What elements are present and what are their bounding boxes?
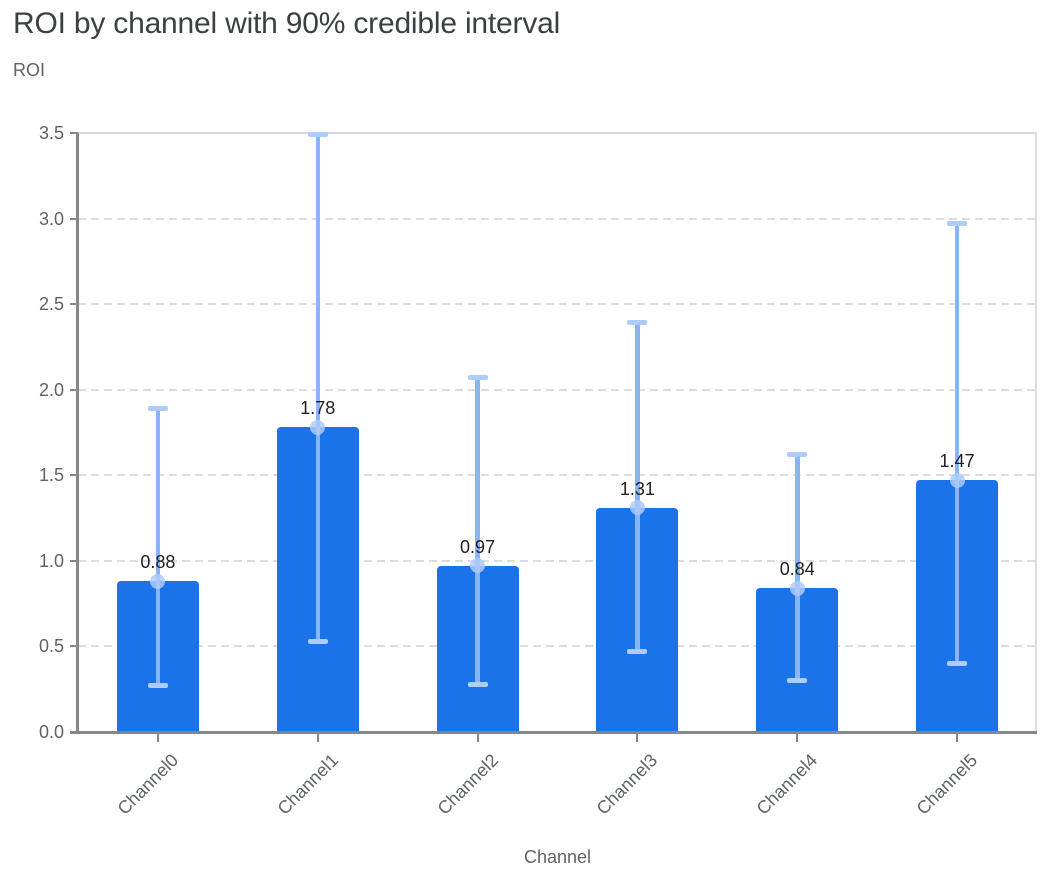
- error-bar-cap-top: [147, 406, 168, 412]
- error-bar-line: [475, 377, 480, 685]
- x-axis-title: Channel: [523, 847, 592, 867]
- error-bar-cap-top: [787, 452, 808, 458]
- plot-right-border: [1035, 133, 1037, 732]
- x-tick-mark: [156, 733, 159, 742]
- error-bar-line: [795, 454, 800, 681]
- error-bar-cap-top: [467, 375, 488, 381]
- error-bar-cap-top: [307, 132, 328, 138]
- error-bar-cap-bottom: [787, 678, 808, 684]
- y-tick-label: 0.5: [38, 636, 64, 657]
- y-tick-mark: [70, 559, 78, 562]
- y-tick-mark: [70, 645, 78, 648]
- y-tick-label: 3.5: [38, 123, 64, 143]
- y-tick-label: 1.0: [38, 550, 64, 571]
- x-tick-mark: [636, 733, 639, 742]
- gridline: [78, 388, 1037, 391]
- bar-value-label: 0.84: [779, 559, 815, 580]
- chart-title: ROI by channel with 90% credible interva…: [13, 7, 561, 40]
- bar-value-label: 1.47: [939, 451, 975, 472]
- y-tick-label: 2.5: [38, 294, 64, 315]
- y-tick-mark: [70, 474, 78, 477]
- error-bar-cap-bottom: [627, 649, 648, 655]
- y-tick-label: 3.0: [38, 208, 64, 229]
- mean-marker-dot: [310, 419, 326, 435]
- error-bar-line: [155, 408, 161, 686]
- gridline: [78, 645, 1037, 648]
- mean-marker-dot: [150, 573, 166, 589]
- error-bar-line: [954, 223, 960, 664]
- mean-marker-dot: [470, 558, 486, 574]
- bar-value-label: 1.78: [300, 398, 336, 419]
- x-tick-mark: [476, 733, 479, 742]
- x-axis-line: [70, 731, 1037, 734]
- y-axis-title: ROI: [13, 60, 46, 80]
- x-tick-mark: [316, 733, 319, 742]
- error-bar-cap-bottom: [467, 681, 488, 687]
- gridline: [78, 474, 1037, 477]
- y-tick-mark: [70, 388, 78, 391]
- y-axis-line: [76, 133, 79, 733]
- bar-value-label: 1.31: [619, 478, 655, 499]
- y-tick-label: 1.5: [38, 465, 64, 486]
- mean-marker-dot: [629, 500, 645, 516]
- mean-marker-dot: [949, 472, 965, 488]
- y-tick-label: 0.0: [38, 722, 64, 742]
- error-bar-line: [635, 322, 640, 652]
- x-tick-mark: [796, 733, 799, 742]
- error-bar-cap-bottom: [147, 683, 168, 689]
- error-bar-cap-bottom: [947, 661, 968, 667]
- bar-value-label: 0.97: [460, 536, 496, 557]
- gridline: [78, 559, 1037, 562]
- error-bar-cap-bottom: [307, 638, 328, 644]
- y-tick-mark: [70, 303, 78, 306]
- gridline: [78, 303, 1037, 306]
- y-tick-label: 2.0: [38, 379, 64, 400]
- mean-marker-dot: [789, 580, 805, 596]
- y-tick-mark: [70, 217, 78, 220]
- error-bar-line: [315, 134, 320, 642]
- bar-value-label: 0.88: [140, 552, 176, 573]
- plot-top-border: [78, 132, 1037, 134]
- gridline: [78, 217, 1037, 220]
- x-tick-mark: [956, 733, 959, 742]
- error-bar-cap-top: [627, 320, 648, 326]
- y-tick-mark: [70, 132, 78, 134]
- error-bar-cap-top: [947, 221, 968, 227]
